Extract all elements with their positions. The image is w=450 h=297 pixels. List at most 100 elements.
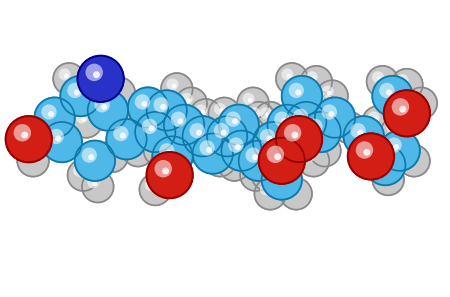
Circle shape: [252, 121, 294, 163]
Circle shape: [275, 62, 308, 95]
Circle shape: [368, 111, 380, 124]
Circle shape: [22, 150, 35, 162]
Circle shape: [162, 168, 169, 174]
Circle shape: [204, 145, 236, 177]
Circle shape: [294, 102, 298, 107]
Circle shape: [171, 112, 186, 127]
Circle shape: [382, 89, 431, 138]
Circle shape: [281, 75, 323, 117]
Circle shape: [128, 140, 140, 152]
Circle shape: [139, 173, 172, 206]
Circle shape: [367, 66, 398, 97]
Circle shape: [58, 68, 71, 80]
Circle shape: [128, 87, 168, 128]
Circle shape: [141, 101, 148, 107]
Circle shape: [347, 132, 395, 181]
Circle shape: [68, 159, 99, 191]
Circle shape: [225, 112, 241, 127]
Circle shape: [261, 158, 303, 200]
Circle shape: [48, 111, 54, 117]
Circle shape: [322, 104, 337, 120]
Circle shape: [208, 97, 241, 130]
Circle shape: [175, 130, 208, 163]
Circle shape: [75, 141, 115, 181]
Circle shape: [35, 97, 75, 138]
Circle shape: [17, 144, 50, 177]
Circle shape: [238, 140, 280, 182]
Circle shape: [248, 98, 252, 103]
Circle shape: [122, 134, 155, 167]
Circle shape: [253, 122, 293, 162]
Circle shape: [262, 170, 267, 175]
Circle shape: [372, 164, 404, 195]
Circle shape: [163, 104, 205, 146]
Circle shape: [405, 87, 437, 119]
Circle shape: [409, 156, 414, 160]
Circle shape: [392, 98, 409, 116]
Circle shape: [315, 102, 320, 107]
Circle shape: [196, 130, 202, 136]
Circle shape: [393, 144, 399, 150]
Circle shape: [76, 111, 88, 124]
Circle shape: [377, 76, 382, 81]
Circle shape: [284, 124, 302, 141]
Circle shape: [42, 122, 82, 162]
Circle shape: [362, 106, 394, 138]
Circle shape: [260, 107, 272, 119]
Circle shape: [237, 87, 269, 119]
Circle shape: [81, 148, 97, 163]
Circle shape: [219, 105, 259, 145]
Circle shape: [160, 104, 166, 110]
Circle shape: [143, 134, 176, 167]
Circle shape: [109, 83, 121, 95]
Circle shape: [280, 178, 312, 210]
Circle shape: [232, 116, 266, 148]
Circle shape: [276, 116, 322, 162]
Circle shape: [399, 106, 406, 113]
Circle shape: [106, 119, 147, 159]
Circle shape: [274, 153, 281, 160]
Circle shape: [301, 112, 341, 152]
Circle shape: [217, 104, 260, 146]
Circle shape: [416, 98, 421, 103]
Circle shape: [53, 63, 85, 95]
Circle shape: [60, 76, 101, 116]
Circle shape: [266, 135, 273, 141]
Circle shape: [378, 129, 421, 172]
Circle shape: [253, 112, 258, 117]
Circle shape: [274, 112, 289, 127]
Circle shape: [186, 98, 191, 103]
Circle shape: [260, 183, 272, 195]
Circle shape: [73, 165, 85, 177]
Circle shape: [147, 90, 187, 131]
Circle shape: [208, 97, 240, 129]
Circle shape: [105, 118, 148, 160]
Circle shape: [266, 104, 309, 146]
Circle shape: [190, 99, 221, 131]
Circle shape: [361, 105, 395, 139]
Text: alamy - 2JK4MYB: alamy - 2JK4MYB: [175, 278, 275, 291]
Circle shape: [307, 119, 323, 134]
Circle shape: [64, 74, 68, 78]
Circle shape: [114, 88, 119, 93]
Circle shape: [303, 150, 315, 162]
Circle shape: [304, 91, 337, 124]
Circle shape: [333, 111, 366, 144]
Circle shape: [245, 165, 257, 177]
Circle shape: [365, 145, 405, 185]
Circle shape: [166, 78, 178, 91]
Circle shape: [402, 79, 406, 84]
Circle shape: [28, 156, 32, 160]
Circle shape: [74, 89, 80, 95]
Circle shape: [258, 137, 306, 185]
Circle shape: [218, 148, 251, 182]
Circle shape: [248, 107, 261, 119]
Circle shape: [120, 132, 126, 139]
Circle shape: [292, 132, 298, 138]
Circle shape: [160, 72, 194, 105]
Circle shape: [306, 71, 318, 83]
Circle shape: [81, 170, 114, 203]
Circle shape: [295, 89, 302, 95]
Circle shape: [285, 101, 327, 143]
Circle shape: [242, 101, 275, 134]
